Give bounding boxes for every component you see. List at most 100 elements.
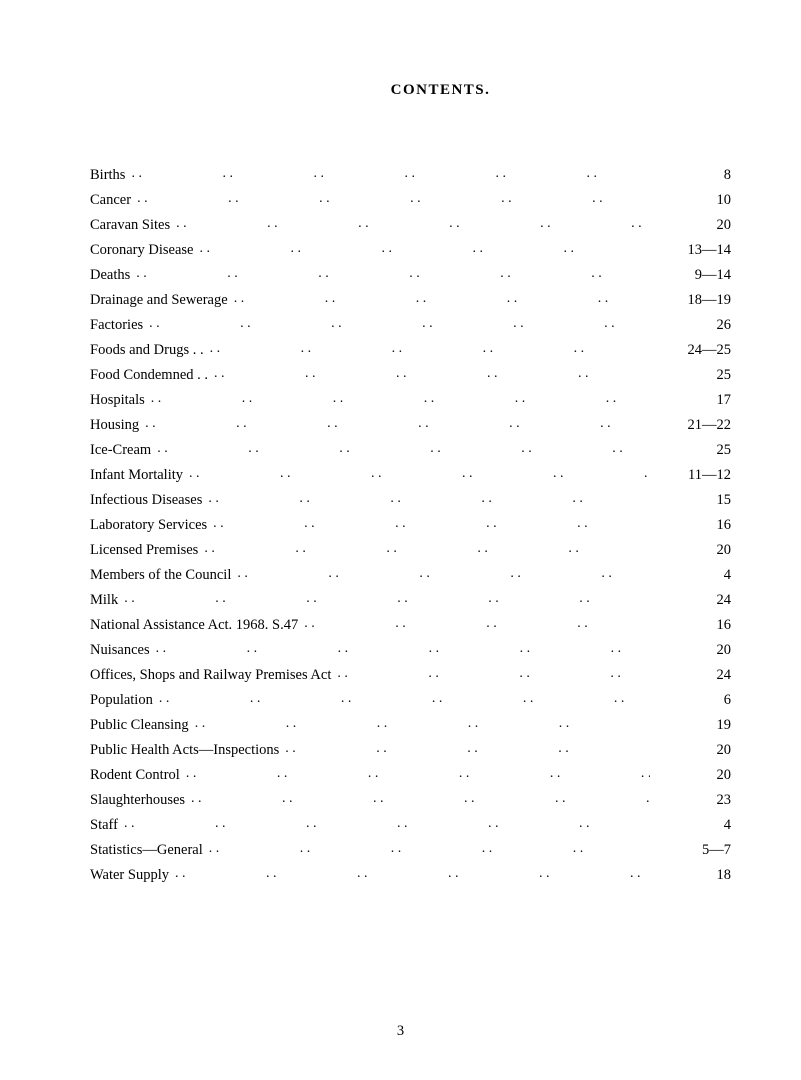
document-page: CONTENTS. Births 8 Cancer10 Caravan Sites 20… (0, 0, 801, 1080)
leader-dots (213, 517, 650, 529)
toc-label: Population (90, 693, 153, 708)
toc-row: Hospitals 17 (90, 392, 731, 408)
leader-dots (186, 767, 650, 779)
toc-page: 24 (656, 593, 731, 608)
toc-page: 13—14 (656, 243, 731, 258)
toc-label: National Assistance Act. 1968. S.47 (90, 618, 298, 633)
leader-dots (199, 242, 650, 254)
toc-label: Rodent Control (90, 768, 180, 783)
toc-label: Public Health Acts—Inspections (90, 743, 279, 758)
toc-page: 16 (656, 518, 731, 533)
toc-page: 20 (656, 643, 731, 658)
leader-dots (204, 542, 650, 554)
toc-label: Offices, Shops and Railway Premises Act (90, 668, 331, 683)
toc-page: 15 (656, 493, 731, 508)
toc-page: 5—7 (656, 843, 731, 858)
leader-dots (234, 292, 650, 304)
toc-row: Factories 26 (90, 317, 731, 333)
leader-dots (145, 417, 650, 429)
toc-row: Ice-Cream25 (90, 442, 731, 458)
toc-page: 11—12 (656, 468, 731, 483)
toc-label: Coronary Disease (90, 243, 193, 258)
page-number: 3 (0, 1023, 801, 1040)
toc-row: Nuisances20 (90, 642, 731, 658)
leader-dots (195, 717, 650, 729)
toc-row: Public Cleansing 19 (90, 717, 731, 733)
toc-page: 26 (656, 318, 731, 333)
toc-row: Statistics—General 5—7 (90, 842, 731, 858)
toc-label: Births (90, 168, 125, 183)
toc-page: 20 (656, 743, 731, 758)
toc-row: Food Condemned . . 25 (90, 367, 731, 383)
toc-row: Infectious Diseases 15 (90, 492, 731, 508)
toc-row: Offices, Shops and Railway Premises Act 2… (90, 667, 731, 683)
leader-dots (175, 867, 650, 879)
leader-dots (285, 742, 650, 754)
toc-label: Slaughterhouses (90, 793, 185, 808)
leader-dots (156, 642, 650, 654)
toc-page: 21—22 (656, 418, 731, 433)
toc-label: Members of the Council (90, 568, 231, 583)
toc-page: 24 (656, 668, 731, 683)
toc-row: Coronary Disease 13—14 (90, 242, 731, 258)
toc-page: 25 (656, 368, 731, 383)
leader-dots (137, 192, 650, 204)
toc-row: Births 8 (90, 167, 731, 183)
toc-row: Infant Mortality11—12 (90, 467, 731, 483)
toc-page: 4 (656, 818, 731, 833)
leader-dots (210, 342, 650, 354)
page-title: CONTENTS. (150, 82, 731, 99)
toc-page: 18—19 (656, 293, 731, 308)
toc-label: Public Cleansing (90, 718, 189, 733)
toc-row: Cancer10 (90, 192, 731, 208)
toc-page: 17 (656, 393, 731, 408)
leader-dots (189, 467, 650, 479)
leader-dots (151, 392, 650, 404)
leader-dots (208, 492, 650, 504)
leader-dots (176, 217, 650, 229)
toc-page: 25 (656, 443, 731, 458)
toc-label: Factories (90, 318, 143, 333)
toc-page: 19 (656, 718, 731, 733)
toc-row: Milk 24 (90, 592, 731, 608)
toc-page: 20 (656, 768, 731, 783)
toc-label: Drainage and Sewerage (90, 293, 228, 308)
toc-label: Licensed Premises (90, 543, 198, 558)
toc-row: Drainage and Sewerage 18—19 (90, 292, 731, 308)
toc-page: 20 (656, 218, 731, 233)
toc-row: Licensed Premises20 (90, 542, 731, 558)
table-of-contents: Births 8 Cancer10 Caravan Sites 20 Coronary D… (90, 167, 731, 883)
leader-dots (131, 167, 650, 179)
toc-row: Population6 (90, 692, 731, 708)
leader-dots (191, 792, 650, 804)
toc-row: Public Health Acts—Inspections 20 (90, 742, 731, 758)
leader-dots (136, 267, 650, 279)
leader-dots (337, 667, 650, 679)
toc-label: Foods and Drugs . . (90, 343, 204, 358)
toc-page: 8 (656, 168, 731, 183)
toc-row: National Assistance Act. 1968. S.4716 (90, 617, 731, 633)
toc-label: Hospitals (90, 393, 145, 408)
leader-dots (124, 817, 650, 829)
toc-page: 23 (656, 793, 731, 808)
toc-page: 24—25 (656, 343, 731, 358)
toc-label: Statistics—General (90, 843, 203, 858)
leader-dots (214, 367, 650, 379)
toc-row: Deaths9—14 (90, 267, 731, 283)
leader-dots (149, 317, 650, 329)
leader-dots (159, 692, 650, 704)
toc-page: 18 (656, 868, 731, 883)
leader-dots (237, 567, 650, 579)
toc-label: Infectious Diseases (90, 493, 202, 508)
toc-row: Water Supply 18 (90, 867, 731, 883)
toc-label: Milk (90, 593, 118, 608)
toc-row: Staff4 (90, 817, 731, 833)
toc-label: Water Supply (90, 868, 169, 883)
toc-label: Caravan Sites (90, 218, 170, 233)
leader-dots (304, 617, 650, 629)
toc-row: Slaughterhouses 23 (90, 792, 731, 808)
toc-row: Caravan Sites 20 (90, 217, 731, 233)
toc-label: Food Condemned . . (90, 368, 208, 383)
leader-dots (157, 442, 650, 454)
toc-label: Cancer (90, 193, 131, 208)
